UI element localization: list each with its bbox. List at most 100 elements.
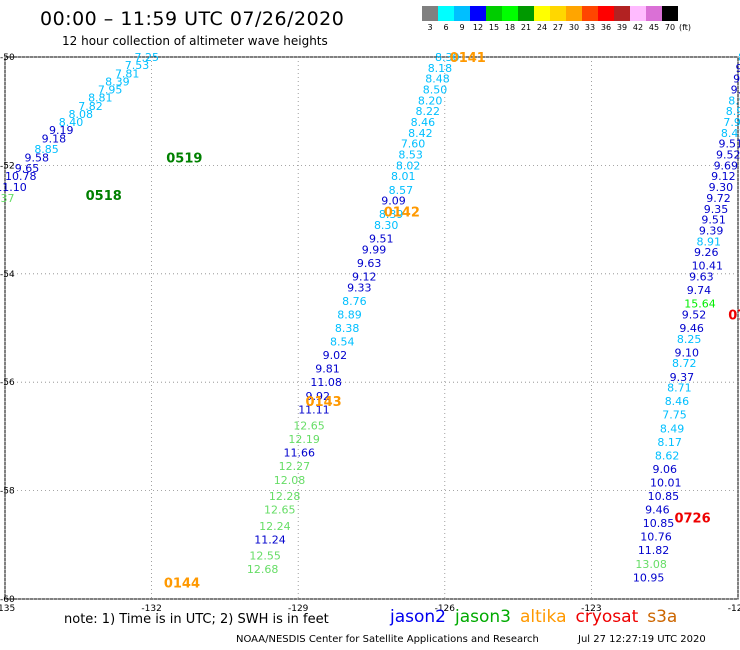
y-tick-label: -54 (0, 270, 15, 280)
x-tick-label: -129 (288, 604, 309, 614)
x-tick-label: -132 (141, 604, 161, 614)
swh-observation: 8.50 (423, 84, 448, 97)
swh-observation: 12.65 (264, 504, 296, 517)
swh-observation: 8.85 (34, 143, 59, 156)
swh-observation: 9.06 (652, 463, 677, 476)
swh-observation: 8.30 (374, 219, 399, 232)
swh-observation: 8.40 (59, 116, 84, 129)
swh-observation: 9.39 (699, 224, 724, 237)
colorbar-label: 18 (504, 23, 516, 32)
swh-observation: 8.46 (738, 51, 740, 64)
swh-observation: 9.26 (731, 84, 740, 97)
swh-observation: 7.60 (401, 138, 426, 151)
swh-observation: 8.89 (337, 308, 362, 321)
swh-observation: 8.71 (667, 382, 692, 395)
colorbar-swatch (518, 6, 534, 21)
track-label: 0519 (166, 151, 202, 166)
swh-observation: 7.75 (662, 409, 687, 422)
swh-observation: 9.51 (701, 214, 726, 227)
colorbar-swatch (566, 6, 582, 21)
swh-observation: 10.95 (633, 571, 665, 584)
x-tick-label: -135 (0, 604, 15, 614)
x-tick-label: -123 (581, 604, 601, 614)
swh-observation: 8.25 (677, 333, 702, 346)
colorbar-swatch (614, 6, 630, 21)
swh-observation: 9.51 (718, 138, 740, 151)
swh-observation: 11.82 (638, 544, 670, 557)
swh-observation: 12.28 (269, 490, 301, 503)
swh-observation: 9.46 (679, 322, 704, 335)
colorbar (422, 6, 678, 21)
swh-observation: 8.46 (665, 395, 690, 408)
swh-observation: 8.39 (105, 75, 130, 88)
swh-observation: 8.81 (88, 92, 113, 105)
track-label: 0142 (384, 205, 420, 220)
colorbar-swatch (470, 6, 486, 21)
swh-observation: 11.66 (284, 447, 316, 460)
track-label: 0144 (164, 577, 200, 592)
swh-observation: 8.42 (408, 127, 433, 140)
colorbar-label: 70 (664, 23, 676, 32)
track-label: 0143 (306, 395, 342, 410)
swh-observation: 8.62 (655, 449, 680, 462)
legend-jason3: jason3 (455, 607, 511, 627)
swh-observation: 8.98 (728, 94, 740, 107)
swh-observation: 8.01 (391, 170, 416, 183)
swh-observation: 8.54 (330, 336, 355, 349)
swh-observation: 8.08 (69, 108, 94, 121)
colorbar-swatch (630, 6, 646, 21)
y-tick-label: -52 (0, 161, 15, 171)
x-tick-label: -126 (435, 604, 456, 614)
y-tick-label: -56 (0, 378, 15, 388)
colorbar-swatch (502, 6, 518, 21)
swh-observation: 10.76 (640, 531, 672, 544)
y-tick-label: -60 (0, 595, 15, 605)
swh-observation: 9.26 (694, 246, 719, 259)
swh-observation: 8.02 (396, 159, 421, 172)
note-text: note: 1) Time is in UTC; 2) SWH is in fe… (64, 612, 329, 627)
swh-observation: 12.37 (0, 192, 15, 205)
y-tick-label: -58 (0, 487, 15, 497)
swh-observation: 9.65 (15, 162, 40, 175)
swh-observation: 7.93 (723, 116, 740, 129)
swh-observation: 11.24 (254, 533, 286, 546)
swh-observation: 9.09 (381, 195, 406, 208)
colorbar-label: 24 (536, 23, 548, 32)
swh-observation: 9.19 (49, 124, 73, 137)
swh-observation: 8.57 (389, 184, 414, 197)
credit-text: NOAA/NESDIS Center for Satellite Applica… (236, 634, 539, 645)
swh-observation: 15.64 (684, 298, 716, 311)
colorbar-swatch (582, 6, 598, 21)
colorbar-label: 6 (443, 23, 449, 32)
swh-observation: 9.63 (689, 271, 714, 284)
page-subtitle: 12 hour collection of altimeter wave hei… (62, 34, 328, 48)
colorbar-swatch (422, 6, 438, 21)
swh-observation: 9.74 (687, 284, 712, 297)
colorbar-label: 36 (600, 23, 612, 32)
timestamp-text: Jul 27 12:27:19 UTC 2020 (578, 634, 706, 645)
swh-observation: 9.58 (25, 151, 50, 164)
swh-observation: 8.17 (657, 436, 682, 449)
swh-observation: 12.08 (274, 474, 306, 487)
colorbar-swatch (598, 6, 614, 21)
swh-observation: 8.53 (398, 149, 423, 162)
colorbar-label: 9 (459, 23, 465, 32)
swh-observation: 8.22 (415, 105, 440, 118)
colorbar-swatch (534, 6, 550, 21)
swh-observation: 7.53 (125, 59, 149, 72)
colorbar-label: 30 (568, 23, 580, 32)
swh-observation: 9.33 (347, 281, 372, 294)
swh-observation: 9.46 (645, 504, 670, 517)
swh-observation: 9.99 (362, 243, 387, 256)
swh-observation: 12.27 (279, 460, 311, 473)
swh-observation: 10.78 (5, 170, 37, 183)
colorbar-unit: (ft) (679, 23, 692, 32)
swh-observation: 7.25 (134, 51, 159, 64)
colorbar-labels: 3 6 9 12 15 18 21 24 27 30 33 36 39 42 45 70 (ft) (422, 23, 691, 32)
swh-observation: 11.08 (310, 376, 342, 389)
swh-observation: 8.41 (721, 127, 740, 140)
swh-observation: 9.37 (670, 371, 695, 384)
legend-s3a: s3a (647, 607, 678, 627)
